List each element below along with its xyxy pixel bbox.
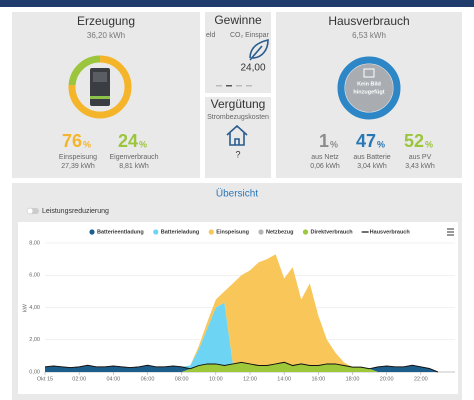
legend-label: Batterieentladung [97,229,144,235]
card-gewinne[interactable] [205,12,271,93]
legend-label: Hausverbrauch [370,229,411,235]
area [45,254,438,372]
image-placeholder [345,64,393,112]
percent-unit: % [330,139,338,149]
top-bar [0,0,474,7]
legend-label: Batterieladung [161,229,200,235]
stat-label: Eigenverbrauch [109,154,158,161]
label: Strombezugskosten [207,114,269,121]
x-tick-label: 10:00 [209,376,223,382]
pager-dots [216,85,252,87]
y-tick-label: 2,00 [29,337,40,343]
y-tick-label: 6,00 [29,273,40,279]
x-tick-label: 04:00 [106,376,120,382]
title: Erzeugung [77,14,135,28]
stat-amount: 3,43 kWh [405,163,435,170]
toggle-knob[interactable] [26,207,34,215]
leaf-icon [249,38,269,61]
placeholder-text: hinzugefügt [353,89,384,95]
tab[interactable]: eld [206,32,215,39]
placeholder-text: Kein Bild [357,81,381,87]
y-tick-label: 8,00 [29,240,40,246]
x-tick-label: Okt 15 [37,376,53,382]
x-tick-label: 18:00 [346,376,360,382]
value: ? [235,149,240,159]
legend-label: Einspeisung [216,229,249,235]
x-tick-label: 14:00 [277,376,291,382]
line [44,361,439,373]
percent: 52 [404,131,424,151]
legend-label: Netzbezug [266,229,294,235]
legend-swatch [89,229,95,235]
menu-icon[interactable] [447,228,454,236]
title: Vergütung [211,97,266,111]
house-icon [226,124,248,146]
image-icon [363,68,375,78]
percent-unit: % [83,139,91,149]
y-axis-label: kW [22,303,28,312]
percent: 1 [319,131,329,151]
stat-amount: 27,39 kWh [61,163,95,170]
x-tick-label: 16:00 [311,376,325,382]
stat-label: aus PV [409,154,432,161]
legend-label: Direktverbrauch [310,229,353,235]
percent: 76 [62,131,82,151]
legend-swatch [258,229,264,235]
title: Hausverbrauch [328,14,409,28]
area [45,362,438,372]
percent: 47 [356,131,376,151]
total: 36,20 kWh [87,31,125,40]
value: 24,00 [240,63,265,74]
legend-swatch [208,229,214,235]
x-tick-label: 02:00 [72,376,86,382]
stat-amount: 0,06 kWh [310,163,340,170]
ring-segment [68,55,132,119]
ring [337,56,401,120]
inverter-image [90,68,110,106]
percent-unit: % [139,139,147,149]
y-tick-label: 0,00 [29,369,40,375]
total: 6,53 kWh [352,31,386,40]
stat-amount: 3,04 kWh [357,163,387,170]
stat-amount: 8,81 kWh [119,163,149,170]
x-tick-label: 06:00 [141,376,155,382]
tab[interactable]: CO₂ Einspar [230,32,270,39]
percent-unit: % [377,139,385,149]
title: Gewinne [214,13,262,27]
legend-swatch [302,229,309,235]
y-tick-label: 4,00 [29,305,40,311]
toggle-label: Leistungsreduzierung [42,208,109,215]
legend-swatch [153,229,159,235]
x-tick-label: 22:00 [414,376,428,382]
section-title: Übersicht [216,188,258,200]
x-tick-label: 08:00 [175,376,189,382]
x-tick-label: 12:00 [243,376,257,382]
stat-label: Einspeisung [59,154,97,161]
percent: 24 [118,131,138,151]
percent-unit: % [425,139,433,149]
x-tick-label: 20:00 [380,376,394,382]
stat-label: aus Batterie [353,154,390,161]
stat-label: aus Netz [311,154,339,161]
card-verguetung[interactable] [205,97,271,178]
